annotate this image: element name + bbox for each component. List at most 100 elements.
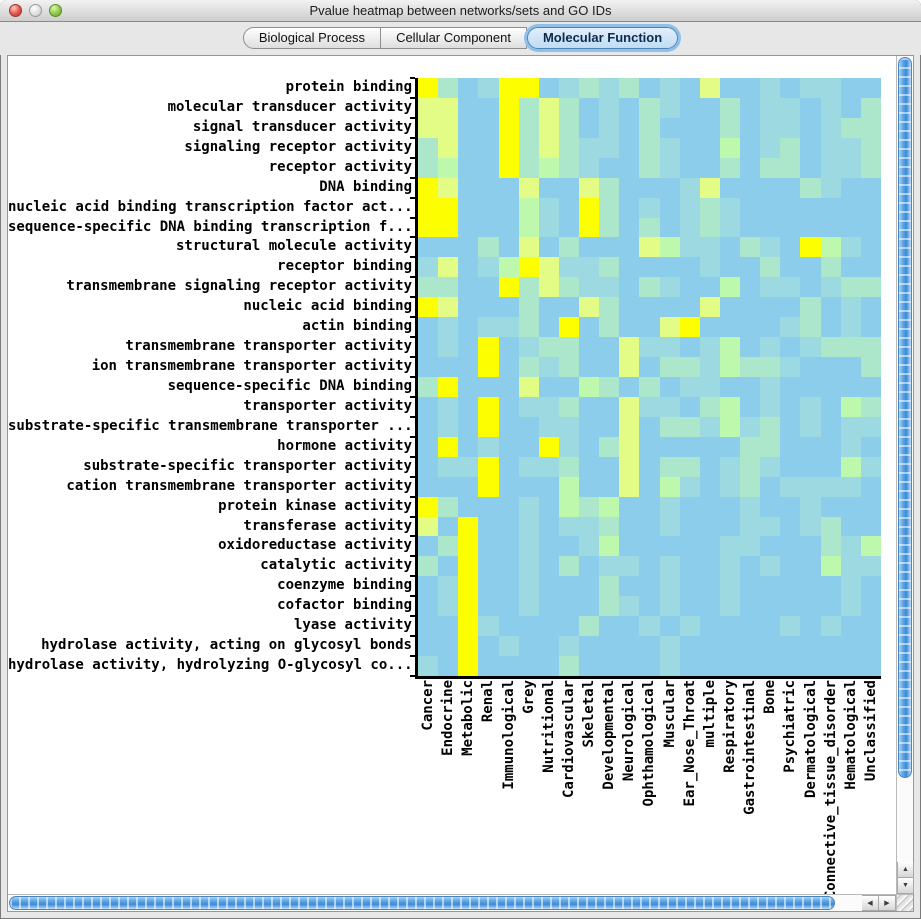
- heatmap-cell: [538, 496, 559, 517]
- heatmap-cell: [639, 656, 660, 676]
- horizontal-scrollbar-buttons: ◀ ▶: [862, 895, 896, 912]
- heatmap-cell: [800, 237, 821, 258]
- tab-molecular-function[interactable]: Molecular Function: [526, 27, 679, 49]
- heatmap-cell: [538, 137, 559, 158]
- tab-biological-process[interactable]: Biological Process: [242, 27, 382, 49]
- heatmap-cell: [478, 217, 499, 238]
- scroll-left-icon[interactable]: ◀: [862, 895, 879, 911]
- heatmap-cell: [558, 177, 580, 198]
- heatmap-cell: [599, 317, 620, 338]
- heatmap-cell: [438, 197, 459, 218]
- heatmap-cell: [498, 257, 519, 278]
- heatmap-cell: [538, 596, 559, 617]
- heatmap-cell: [840, 337, 861, 358]
- heatmap-cell: [699, 376, 720, 397]
- heatmap-cell: [659, 636, 680, 657]
- heatmap-cell: [579, 137, 600, 158]
- heatmap-cell: [478, 436, 499, 457]
- scroll-down-icon[interactable]: ▼: [897, 878, 914, 894]
- heatmap-cell: [458, 476, 479, 497]
- scroll-right-icon[interactable]: ▶: [879, 895, 896, 911]
- heatmap-cell: [699, 496, 720, 517]
- row-label: substrate-specific transmembrane transpo…: [8, 417, 413, 434]
- heatmap-cell: [418, 297, 439, 318]
- heatmap-cell: [860, 476, 881, 497]
- heatmap-cell: [820, 157, 841, 178]
- heatmap-cell: [458, 436, 479, 457]
- heatmap-cell: [860, 357, 881, 377]
- close-button[interactable]: [9, 4, 22, 17]
- heatmap-cell: [498, 197, 519, 218]
- heatmap-cell: [558, 357, 580, 377]
- heatmap-cell: [458, 416, 479, 437]
- heatmap-cell: [418, 656, 439, 676]
- heatmap-cell: [518, 297, 539, 318]
- heatmap-cell: [498, 436, 519, 457]
- heatmap-cell: [800, 157, 821, 178]
- heatmap-cell: [820, 257, 841, 278]
- resize-grip[interactable]: [896, 894, 913, 911]
- heatmap-cell: [579, 78, 600, 98]
- heatmap-cell: [458, 456, 479, 477]
- heatmap-cell: [538, 656, 559, 676]
- heatmap-cell: [800, 496, 821, 517]
- heatmap-cell: [840, 656, 861, 676]
- heatmap-cell: [599, 396, 620, 417]
- heatmap-cell: [619, 396, 640, 417]
- heatmap-cell: [820, 476, 841, 497]
- heatmap-cell: [498, 416, 519, 437]
- heatmap-cell: [800, 556, 821, 577]
- heatmap-cell: [418, 436, 439, 457]
- heatmap-cell: [639, 197, 660, 218]
- scroll-up-icon[interactable]: ▲: [897, 862, 914, 878]
- heatmap-cell: [840, 416, 861, 437]
- heatmap-cell: [498, 536, 519, 557]
- column-label: Developmental: [601, 680, 618, 790]
- heatmap-cell: [840, 297, 861, 318]
- heatmap-cell: [418, 616, 439, 637]
- heatmap-cell: [619, 317, 640, 338]
- heatmap-cell: [860, 137, 881, 158]
- heatmap-cell: [840, 317, 861, 338]
- heatmap-cell: [699, 97, 720, 118]
- heatmap-cell: [418, 117, 439, 138]
- heatmap-cell: [438, 596, 459, 617]
- zoom-button[interactable]: [49, 4, 62, 17]
- axis-tick: [410, 136, 415, 139]
- heatmap-cell: [679, 376, 700, 397]
- heatmap-cell: [458, 596, 479, 617]
- heatmap-cell: [458, 576, 479, 597]
- horizontal-scrollbar-thumb[interactable]: [9, 896, 835, 910]
- heatmap-cell: [538, 78, 559, 98]
- vertical-scrollbar-thumb[interactable]: [898, 57, 912, 778]
- heatmap-cell: [740, 456, 761, 477]
- horizontal-scrollbar[interactable]: ◀ ▶: [8, 894, 896, 911]
- heatmap-cell: [478, 576, 499, 597]
- minimize-button[interactable]: [29, 4, 42, 17]
- heatmap-cell: [619, 257, 640, 278]
- heatmap-cell: [760, 277, 781, 298]
- heatmap-cell: [558, 257, 580, 278]
- heatmap-cell: [458, 357, 479, 377]
- heatmap-cell: [659, 337, 680, 358]
- heatmap-cell: [538, 277, 559, 298]
- heatmap-cell: [639, 376, 660, 397]
- heatmap-cell: [458, 396, 479, 417]
- heatmap-cell: [840, 277, 861, 298]
- heatmap-cell: [659, 137, 680, 158]
- heatmap-cell: [518, 357, 539, 377]
- axis-tick: [410, 196, 415, 199]
- heatmap-cell: [619, 416, 640, 437]
- heatmap-cell: [599, 416, 620, 437]
- axis-tick: [410, 395, 415, 398]
- heatmap-cell: [518, 217, 539, 238]
- column-label: Respiratory: [722, 680, 739, 773]
- heatmap-cell: [579, 237, 600, 258]
- heatmap-cell: [659, 197, 680, 218]
- row-label: sequence-specific DNA binding transcript…: [8, 218, 413, 235]
- tab-cellular-component[interactable]: Cellular Component: [381, 27, 527, 49]
- vertical-scrollbar[interactable]: ▲ ▼: [896, 56, 914, 894]
- heatmap-cell: [699, 117, 720, 138]
- heatmap-cell: [820, 456, 841, 477]
- heatmap-cell: [518, 636, 539, 657]
